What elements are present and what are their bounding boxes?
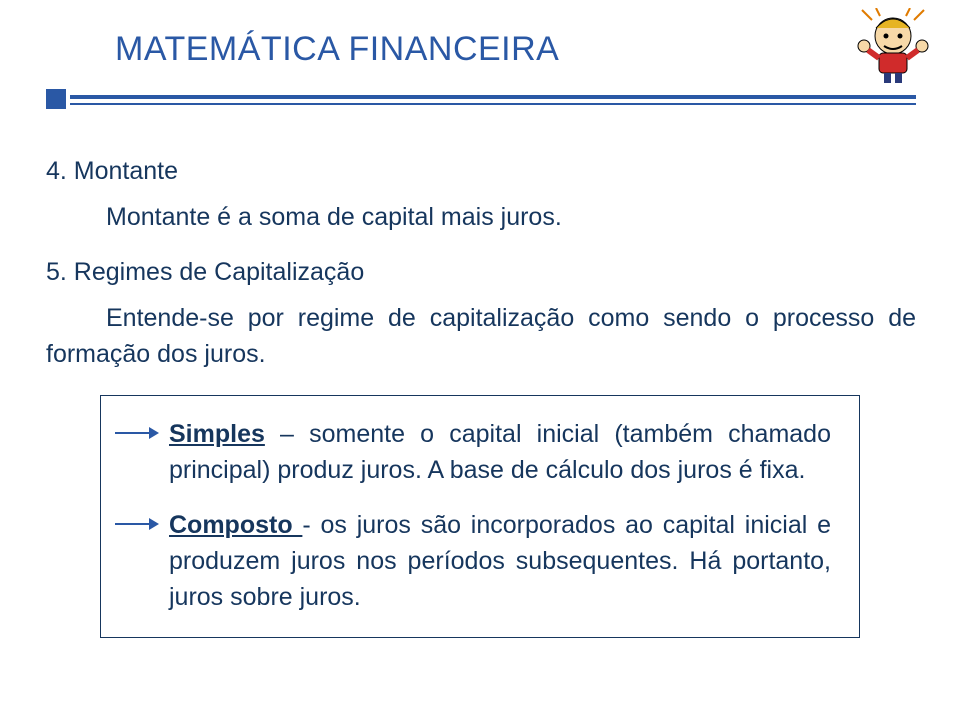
montante-heading: 4. Montante: [46, 153, 916, 189]
composto-label: Composto: [169, 511, 302, 539]
composto-sep: -: [302, 511, 320, 539]
arrow-icon: [115, 426, 159, 440]
arrow-icon: [115, 517, 159, 531]
accent-square-icon: [46, 89, 66, 109]
regimes-box: Simples – somente o capital inicial (tam…: [100, 395, 860, 638]
simples-label: Simples: [169, 420, 265, 448]
slide-title: MATEMÁTICA FINANCEIRA: [115, 30, 559, 69]
simples-sep: –: [265, 420, 309, 448]
divider-thin: [70, 103, 916, 105]
slide: MATEMÁTICA FINANCEIRA 4. Montante Mon: [0, 0, 960, 717]
composto-item: Composto - os juros são incorporados ao …: [169, 507, 831, 616]
regimes-body: Entende-se por regime de capitalização c…: [46, 300, 916, 373]
regimes-heading: 5. Regimes de Capitalização: [46, 254, 916, 290]
simples-item: Simples – somente o capital inicial (tam…: [169, 416, 831, 489]
content-area: 4. Montante Montante é a soma de capital…: [46, 135, 916, 386]
divider-thick: [70, 95, 916, 99]
montante-body: Montante é a soma de capital mais juros.: [46, 199, 916, 235]
mascot-icon: [854, 8, 932, 86]
